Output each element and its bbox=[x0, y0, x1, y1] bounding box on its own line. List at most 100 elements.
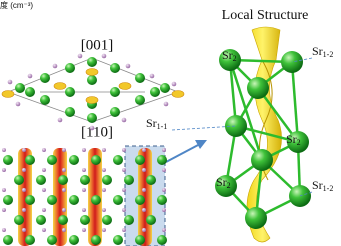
small-atom bbox=[82, 148, 86, 152]
panel-label: [110] bbox=[81, 124, 113, 140]
atom bbox=[113, 195, 123, 205]
site: 2 bbox=[227, 181, 231, 190]
small-atom bbox=[102, 188, 106, 192]
small-atom bbox=[2, 208, 6, 212]
atom bbox=[87, 57, 97, 67]
small-atom bbox=[62, 168, 66, 172]
small-atom bbox=[82, 188, 86, 192]
small-atom bbox=[162, 228, 166, 232]
small-atom bbox=[122, 168, 126, 172]
small-atom bbox=[62, 228, 66, 232]
small-atom bbox=[122, 188, 126, 192]
atom bbox=[40, 95, 50, 105]
atom bbox=[135, 73, 145, 83]
small-atom bbox=[164, 102, 169, 107]
atom bbox=[113, 235, 123, 245]
atom bbox=[25, 155, 35, 165]
atom bbox=[58, 175, 68, 185]
atom bbox=[87, 113, 97, 123]
atom bbox=[58, 215, 68, 225]
small-atom bbox=[142, 188, 146, 192]
bond bbox=[292, 62, 298, 142]
small-atom bbox=[126, 64, 131, 69]
small-atom bbox=[172, 82, 177, 87]
small-atom bbox=[142, 208, 146, 212]
small-atom bbox=[162, 148, 166, 152]
site: 1-1 bbox=[157, 122, 168, 131]
small-atom bbox=[122, 228, 126, 232]
small-atom bbox=[16, 102, 21, 107]
atom bbox=[135, 195, 145, 205]
atom-label: Sr1-2 bbox=[312, 44, 333, 59]
small-atom bbox=[102, 54, 107, 59]
element: Sr bbox=[222, 48, 233, 62]
atom bbox=[69, 155, 79, 165]
panel-label: [001] bbox=[81, 37, 114, 53]
density bbox=[86, 97, 98, 104]
atom bbox=[47, 155, 57, 165]
small-atom bbox=[22, 208, 26, 212]
atom bbox=[14, 175, 24, 185]
atom bbox=[36, 215, 46, 225]
site: 1-2 bbox=[323, 50, 334, 59]
element: Sr bbox=[216, 175, 227, 189]
atom bbox=[110, 87, 120, 97]
atom bbox=[15, 83, 25, 93]
small-atom bbox=[2, 188, 6, 192]
atom bbox=[124, 175, 134, 185]
atom bbox=[102, 215, 112, 225]
atom bbox=[25, 87, 35, 97]
small-atom bbox=[28, 74, 33, 79]
atom bbox=[102, 175, 112, 185]
density bbox=[2, 91, 14, 98]
atom bbox=[36, 175, 46, 185]
site: 2 bbox=[233, 54, 237, 63]
small-atom bbox=[42, 168, 46, 172]
element: Sr bbox=[146, 116, 157, 130]
header-fragment: 度 (cm⁻³) bbox=[0, 0, 33, 10]
small-atom bbox=[2, 168, 6, 172]
small-atom bbox=[142, 168, 146, 172]
small-atom bbox=[90, 126, 95, 131]
small-atom bbox=[122, 118, 127, 123]
figure: 度 (cm⁻³) [001] [110] Local Structure Sr2… bbox=[0, 0, 341, 246]
atom bbox=[40, 73, 50, 83]
small-atom bbox=[58, 118, 63, 123]
atom bbox=[146, 175, 156, 185]
small-atom bbox=[162, 188, 166, 192]
density bbox=[54, 83, 66, 90]
small-atom bbox=[162, 168, 166, 172]
small-atom bbox=[2, 148, 6, 152]
small-atom bbox=[102, 228, 106, 232]
small-atom bbox=[22, 228, 26, 232]
small-atom bbox=[42, 188, 46, 192]
atom bbox=[25, 235, 35, 245]
small-atom bbox=[22, 188, 26, 192]
atom bbox=[87, 75, 97, 85]
atom bbox=[157, 155, 167, 165]
atom-label: Sr1-2 bbox=[312, 178, 333, 193]
element: Sr bbox=[312, 44, 323, 58]
site: 2 bbox=[297, 138, 301, 147]
atom bbox=[135, 155, 145, 165]
atom bbox=[47, 195, 57, 205]
small-atom bbox=[142, 148, 146, 152]
atom bbox=[69, 235, 79, 245]
small-atom bbox=[142, 228, 146, 232]
panel-title: Local Structure bbox=[222, 8, 309, 23]
small-atom bbox=[82, 208, 86, 212]
atom bbox=[135, 235, 145, 245]
element: Sr bbox=[312, 178, 323, 192]
atom bbox=[91, 235, 101, 245]
atom bbox=[146, 215, 156, 225]
small-atom bbox=[162, 208, 166, 212]
atom bbox=[25, 195, 35, 205]
atom bbox=[91, 195, 101, 205]
site: 1-2 bbox=[323, 184, 334, 193]
atom bbox=[47, 235, 57, 245]
atom bbox=[157, 195, 167, 205]
atom bbox=[14, 215, 24, 225]
small-atom bbox=[53, 64, 58, 69]
atom bbox=[65, 63, 75, 73]
atom bbox=[69, 195, 79, 205]
